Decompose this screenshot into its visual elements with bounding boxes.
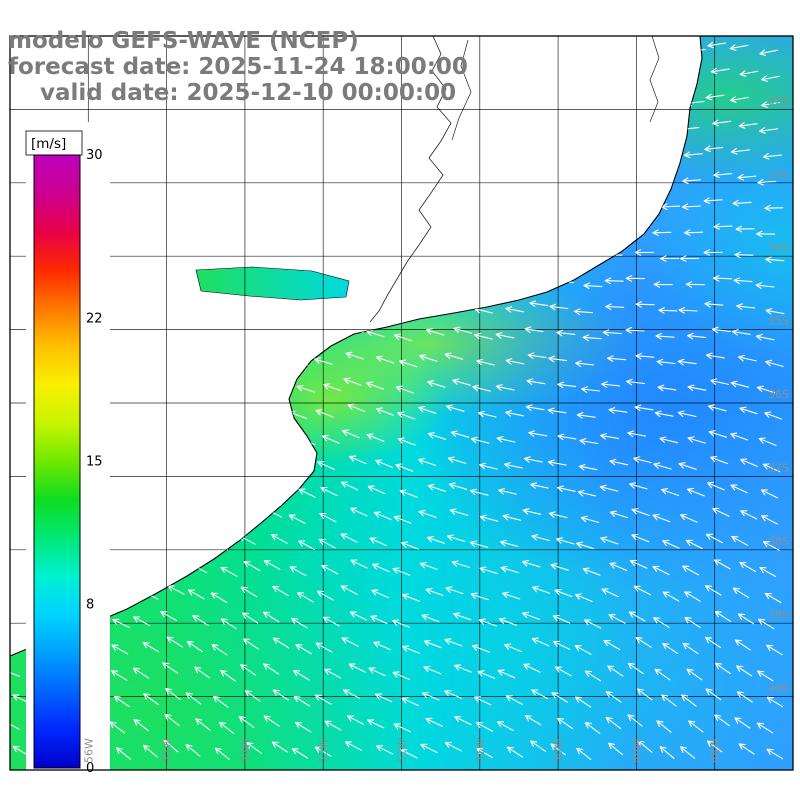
map-frame <box>9 35 794 771</box>
colorbar-tick: 30 <box>86 148 103 163</box>
latitude-label: 38S <box>768 535 789 548</box>
latitude-label: 36S <box>768 388 789 401</box>
latitude-label: 39S <box>768 608 789 621</box>
latitude-labels: 32S 33S 34S 35S 36S 37S 38S 39S 40S <box>768 94 789 694</box>
border-line-northeast <box>649 35 660 123</box>
colorbar-unit-label: [m/s] <box>31 136 66 152</box>
colorbar-unit-box <box>25 130 83 156</box>
colorbar-tick: 15 <box>86 455 103 470</box>
coastline <box>9 35 703 657</box>
longitude-label: 52W <box>396 738 409 763</box>
header: modelo GEFS-WAVE (NCEP) forecast date: 2… <box>8 28 468 106</box>
forecast-date-label: forecast date: 2025-11-24 18:00:00 <box>8 54 468 80</box>
longitude-label: 54W <box>239 738 252 763</box>
model-title: modelo GEFS-WAVE (NCEP) <box>8 28 359 54</box>
longitude-label: 50W <box>552 738 565 763</box>
coastal-lagoon <box>195 266 350 301</box>
latitude-label: 32S <box>768 94 789 107</box>
longitude-labels: 56W 55W 54W 53W 52W 51W 50W 49W 48W <box>82 738 721 763</box>
border-line-branch <box>451 39 472 141</box>
longitude-label: 56W <box>82 738 95 763</box>
latitude-label: 37S <box>768 461 789 474</box>
longitude-label: 53W <box>317 738 330 763</box>
colorbar-tick: 0 <box>86 761 94 776</box>
longitude-label: 55W <box>161 738 174 763</box>
colorbar-ticks: 30 22 15 8 0 <box>86 148 103 776</box>
longitude-label: 51W <box>474 738 487 763</box>
longitude-label: 49W <box>630 738 643 763</box>
colorbar-tick: 8 <box>86 598 94 613</box>
latitude-label: 35S <box>768 315 789 328</box>
latitude-label: 34S <box>768 241 789 254</box>
colorbar-tick: 22 <box>86 312 103 327</box>
valid-date-label: valid date: 2025-12-10 00:00:00 <box>40 80 456 106</box>
latitude-label: 40S <box>768 682 789 695</box>
longitude-label: 48W <box>709 738 722 763</box>
border-line <box>369 35 452 323</box>
colorbar-gradient <box>33 154 81 769</box>
latitude-label: 33S <box>768 168 789 181</box>
colorbar: [m/s] 30 22 15 8 0 <box>25 122 110 784</box>
